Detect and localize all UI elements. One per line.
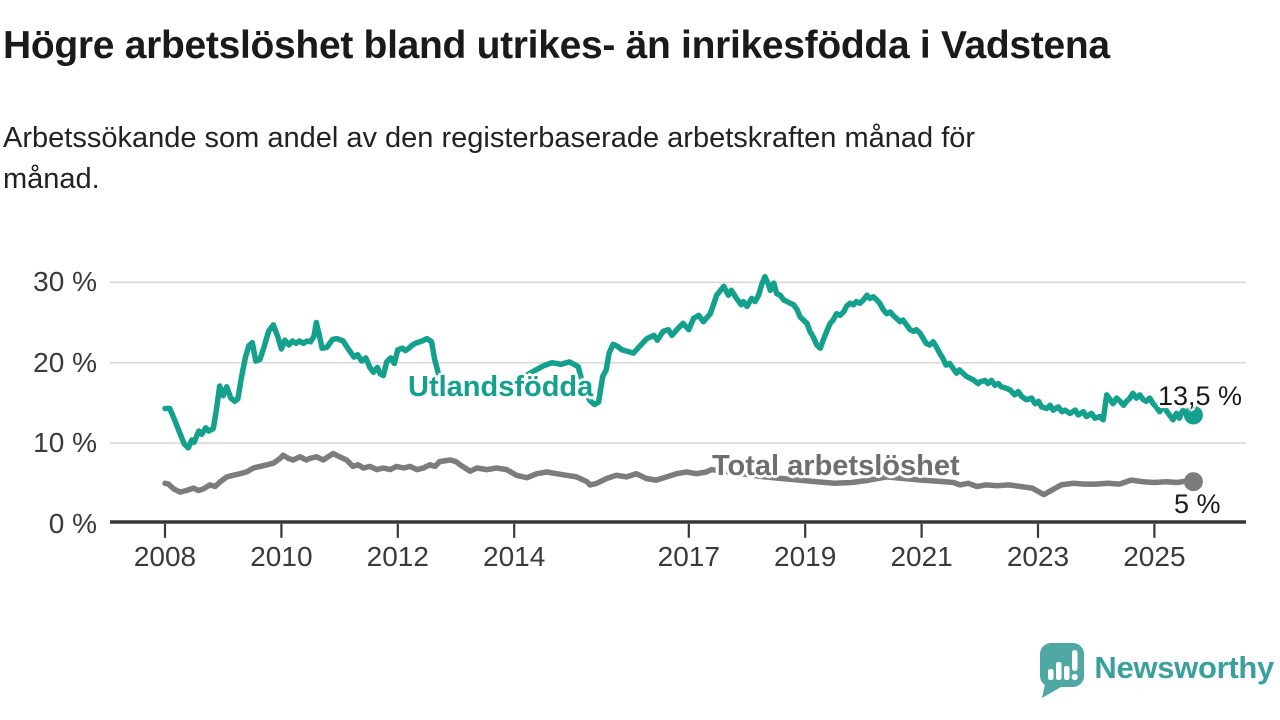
chart-subtitle: Arbetssökande som andel av den registerb… xyxy=(3,118,1193,200)
x-tick-label: 2014 xyxy=(483,541,546,572)
x-tick-label: 2023 xyxy=(1006,541,1070,572)
x-tick-label: 2025 xyxy=(1123,541,1186,572)
end-value-label-utlandsfodda: 13,5 % xyxy=(1158,381,1243,411)
page-title: Högre arbetslöshet bland utrikes- än inr… xyxy=(3,24,1110,67)
y-axis-labels: 30 % 20 % 10 % 0 % xyxy=(0,0,97,720)
x-tick-label: 2010 xyxy=(250,541,313,572)
y-tick-label: 20 % xyxy=(33,346,97,378)
x-tick-label: 2012 xyxy=(366,541,429,572)
x-tick-label: 2021 xyxy=(890,541,953,572)
y-tick-label: 0 % xyxy=(48,507,97,539)
y-tick-label: 10 % xyxy=(33,427,97,459)
newsworthy-wordmark: Newsworthy xyxy=(1094,650,1274,685)
series-label-total-arbetsloshet: Total arbetslöshet xyxy=(712,450,960,482)
newsworthy-speech-bubble-chart-icon xyxy=(1040,643,1085,698)
newsworthy-logo: Newsworthy xyxy=(1039,642,1274,700)
series-label-utlandsfodda: Utlandsfödda xyxy=(408,371,594,403)
y-tick-label: 30 % xyxy=(33,266,97,298)
x-tick-label: 2008 xyxy=(133,541,197,572)
subtitle-line-1: Arbetssökande som andel av den registerb… xyxy=(3,122,976,154)
x-tick-label: 2019 xyxy=(774,541,837,572)
x-tick-label: 2017 xyxy=(657,541,720,572)
end-value-label-total: 5 % xyxy=(1174,489,1221,519)
subtitle-line-2: månad. xyxy=(3,163,100,196)
